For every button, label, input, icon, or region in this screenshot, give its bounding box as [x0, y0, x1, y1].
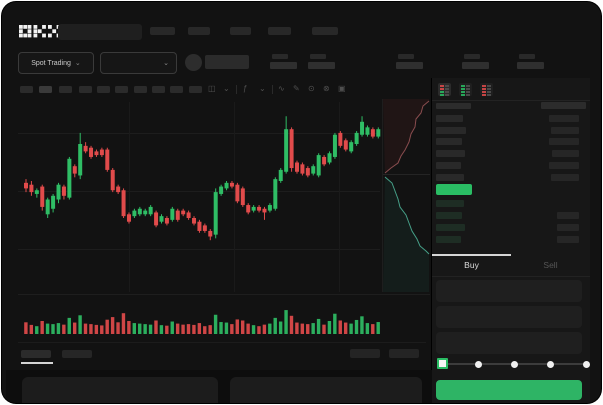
- search-input[interactable]: [58, 24, 142, 40]
- orderbook-panel: Buy Sell: [432, 78, 590, 403]
- stat-value-placeholder-0: [270, 62, 297, 69]
- bid-price-placeholder-0[interactable]: [436, 200, 464, 207]
- book-asks-view[interactable]: [480, 83, 493, 96]
- candle-style-icon[interactable]: ◫: [208, 84, 216, 93]
- coin-icon: [185, 54, 202, 71]
- timeframe-button-7[interactable]: [152, 86, 165, 93]
- last-price-badge[interactable]: [436, 184, 472, 195]
- timeframe-button-3[interactable]: [79, 86, 92, 93]
- nav-item-placeholder-1[interactable]: [188, 27, 210, 35]
- timeframe-button-5[interactable]: [115, 86, 128, 93]
- stat-value-placeholder-4: [517, 62, 544, 69]
- chevron-down-icon[interactable]: ⌄: [259, 84, 266, 93]
- line-tool-icon[interactable]: ∿: [278, 84, 285, 93]
- toolbar-divider: [236, 85, 237, 94]
- nav-item-placeholder-3[interactable]: [268, 27, 291, 35]
- stat-label-placeholder-3: [464, 54, 480, 59]
- ask-price-placeholder-5[interactable]: [436, 173, 464, 181]
- timeframe-button-9[interactable]: [189, 86, 202, 93]
- stat-label-placeholder-1: [310, 54, 326, 59]
- nav-item-placeholder-0[interactable]: [150, 27, 175, 35]
- draw-tool-icon[interactable]: ✎: [293, 84, 300, 93]
- bid-amount-placeholder-1: [557, 212, 579, 219]
- ask-amount-placeholder-5: [551, 173, 579, 181]
- slider-stop-4[interactable]: [583, 360, 590, 368]
- stat-label-placeholder-4: [519, 54, 535, 59]
- stat-label-placeholder-0: [272, 54, 288, 59]
- book-combined-view[interactable]: [438, 83, 451, 96]
- nav-item-placeholder-4[interactable]: [312, 27, 338, 35]
- stat-value-placeholder-3: [462, 62, 489, 69]
- timeframe-button-0[interactable]: [20, 86, 33, 93]
- fullscreen-icon[interactable]: ▣: [338, 84, 346, 93]
- chart-tab-placeholder-0[interactable]: [21, 350, 51, 358]
- chevron-down-icon: ⌄: [163, 60, 169, 67]
- ask-price-placeholder-0[interactable]: [436, 115, 463, 122]
- slider-stop-3[interactable]: [547, 360, 554, 368]
- tab-buy[interactable]: Buy: [464, 260, 479, 270]
- pair-name-placeholder: [205, 55, 249, 69]
- tab-sell[interactable]: Sell: [543, 260, 558, 270]
- screenshot-icon[interactable]: ⊙: [308, 84, 315, 93]
- bid-amount-placeholder-2: [557, 224, 579, 231]
- toolbar-divider: [272, 85, 273, 94]
- active-tab-indicator: [432, 254, 511, 256]
- amount-input[interactable]: [436, 306, 582, 328]
- spot-trading-label: Spot Trading: [31, 59, 71, 67]
- ask-price-placeholder-4[interactable]: [436, 161, 461, 169]
- trade-tabs: Buy Sell: [432, 254, 590, 277]
- bottom-panel-right: [230, 377, 422, 403]
- chart-footer-button-0[interactable]: [350, 349, 380, 358]
- ask-price-placeholder-2[interactable]: [436, 138, 462, 146]
- ask-amount-placeholder-4: [549, 161, 579, 169]
- timeframe-button-6[interactable]: [134, 86, 147, 93]
- bid-price-placeholder-2[interactable]: [436, 224, 465, 231]
- stat-value-placeholder-2: [396, 62, 423, 69]
- indicators-icon[interactable]: ƒ: [243, 84, 248, 93]
- nav-item-placeholder-2[interactable]: [230, 27, 251, 35]
- ask-amount-placeholder-2: [549, 138, 579, 146]
- ask-amount-placeholder-0: [549, 115, 579, 122]
- chart-tab-placeholder-1[interactable]: [62, 350, 92, 358]
- buy-submit-button[interactable]: [436, 380, 582, 400]
- ask-amount-placeholder-1: [551, 126, 579, 134]
- timeframe-button-4[interactable]: [97, 86, 110, 93]
- ask-price-placeholder-3[interactable]: [436, 150, 465, 158]
- chart-tab-underline: [21, 362, 53, 364]
- chart-footer-button-1[interactable]: [389, 349, 419, 358]
- ask-price-placeholder-1[interactable]: [436, 126, 466, 134]
- settings-icon[interactable]: ⊗: [323, 84, 330, 93]
- orderbook-view-toggles: [432, 80, 590, 101]
- slider-handle[interactable]: [437, 358, 448, 369]
- slider-stop-2[interactable]: [511, 360, 518, 368]
- bid-price-placeholder-3[interactable]: [436, 236, 461, 243]
- timeframe-button-1[interactable]: [39, 86, 52, 93]
- book-bids-view[interactable]: [459, 83, 472, 96]
- slider-stop-1[interactable]: [475, 360, 482, 368]
- spot-trading-dropdown[interactable]: Spot Trading ⌄: [18, 52, 94, 74]
- chevron-down-icon: ⌄: [74, 60, 81, 67]
- timeframe-button-8[interactable]: [170, 86, 183, 93]
- price-input[interactable]: [436, 280, 582, 302]
- stat-label-placeholder-2: [398, 54, 414, 59]
- stat-value-placeholder-1: [308, 62, 335, 69]
- bid-amount-placeholder-3: [557, 236, 579, 243]
- ask-amount-placeholder-3: [552, 150, 579, 158]
- ob-header-price-placeholder: [436, 103, 471, 109]
- bid-price-placeholder-1[interactable]: [436, 212, 462, 219]
- ob-header-amount-placeholder: [541, 102, 586, 109]
- chevron-down-icon[interactable]: ⌄: [223, 84, 230, 93]
- bottom-panel-left: [22, 377, 218, 403]
- total-input[interactable]: [436, 332, 582, 354]
- pair-selector-dropdown[interactable]: ⌄: [100, 52, 177, 74]
- timeframe-button-2[interactable]: [59, 86, 72, 93]
